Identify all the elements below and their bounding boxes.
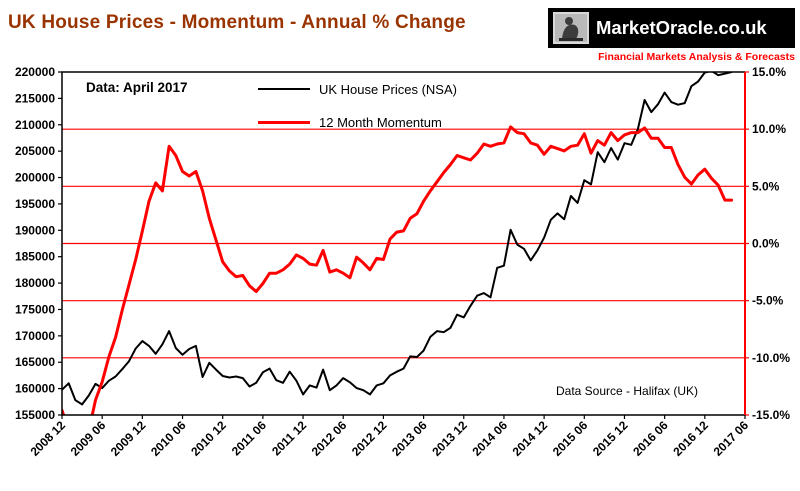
- svg-text:5.0%: 5.0%: [752, 179, 780, 193]
- svg-text:2008 12: 2008 12: [28, 418, 69, 459]
- chart-title: UK House Prices - Momentum - Annual % Ch…: [8, 12, 466, 33]
- legend-label-house-prices: UK House Prices (NSA): [319, 81, 457, 97]
- svg-text:215000: 215000: [15, 91, 55, 105]
- svg-text:170000: 170000: [15, 329, 55, 343]
- svg-text:0.0%: 0.0%: [752, 237, 780, 251]
- svg-text:210000: 210000: [15, 118, 55, 132]
- legend-item-momentum: 12 Month Momentum: [258, 112, 457, 132]
- svg-text:2015 12: 2015 12: [590, 418, 631, 459]
- oracle-icon: [553, 12, 589, 44]
- svg-text:155000: 155000: [15, 408, 55, 422]
- svg-text:10.0%: 10.0%: [752, 122, 786, 136]
- red-line-sample: [258, 120, 310, 124]
- legend-label-momentum: 12 Month Momentum: [319, 114, 442, 130]
- svg-text:200000: 200000: [15, 171, 55, 185]
- svg-text:2014 12: 2014 12: [510, 418, 551, 459]
- svg-text:205000: 205000: [15, 144, 55, 158]
- svg-text:175000: 175000: [15, 302, 55, 316]
- svg-text:2016 06: 2016 06: [630, 418, 671, 459]
- svg-text:180000: 180000: [15, 276, 55, 290]
- svg-text:2011 12: 2011 12: [269, 418, 309, 458]
- marketoracle-logo: MarketOracle.co.uk Financial Markets Ana…: [548, 8, 795, 63]
- svg-text:2017 06: 2017 06: [711, 418, 752, 459]
- svg-text:2013 06: 2013 06: [389, 418, 430, 459]
- svg-text:190000: 190000: [15, 223, 55, 237]
- svg-text:15.0%: 15.0%: [752, 65, 786, 79]
- svg-text:-5.0%: -5.0%: [752, 294, 784, 308]
- black-line-sample: [258, 88, 310, 90]
- logo-banner: MarketOracle.co.uk: [548, 8, 795, 48]
- svg-text:-15.0%: -15.0%: [752, 408, 790, 422]
- svg-text:2016 12: 2016 12: [670, 418, 711, 459]
- svg-text:2009 06: 2009 06: [68, 418, 109, 459]
- svg-text:195000: 195000: [15, 197, 55, 211]
- svg-text:220000: 220000: [15, 65, 55, 79]
- svg-text:2011 06: 2011 06: [229, 418, 269, 458]
- logo-text: MarketOracle.co.uk: [596, 17, 767, 38]
- svg-text:160000: 160000: [15, 382, 55, 396]
- data-note: Data: April 2017: [86, 80, 188, 95]
- svg-text:2009 12: 2009 12: [108, 418, 149, 459]
- svg-text:2015 06: 2015 06: [550, 418, 591, 459]
- svg-text:2010 12: 2010 12: [188, 418, 229, 459]
- logo-tagline: Financial Markets Analysis & Forecasts: [598, 51, 795, 63]
- svg-text:-10.0%: -10.0%: [752, 351, 790, 365]
- svg-text:185000: 185000: [15, 250, 55, 264]
- svg-text:2010 06: 2010 06: [148, 418, 189, 459]
- svg-text:2012 06: 2012 06: [309, 418, 350, 459]
- legend-item-house-prices: UK House Prices (NSA): [258, 79, 457, 99]
- svg-text:2013 12: 2013 12: [429, 418, 470, 459]
- svg-text:2012 12: 2012 12: [349, 418, 390, 459]
- legend: UK House Prices (NSA) 12 Month Momentum: [258, 79, 457, 145]
- svg-text:165000: 165000: [15, 355, 55, 369]
- svg-text:2014 06: 2014 06: [469, 418, 510, 459]
- source-note: Data Source - Halifax (UK): [556, 384, 699, 398]
